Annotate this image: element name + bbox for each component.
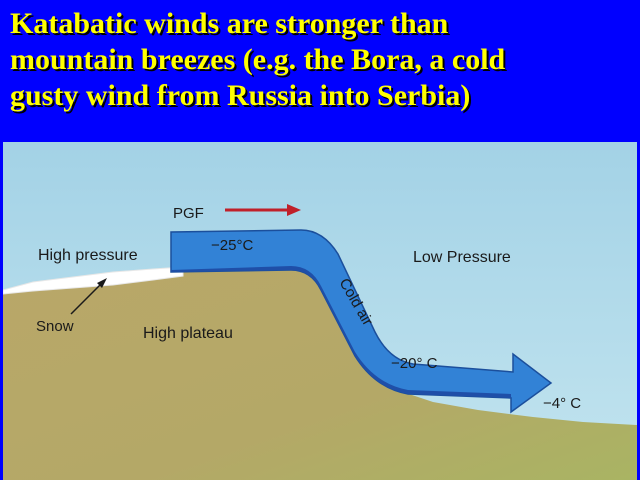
title-line-2: mountain breezes (e.g. the Bora, a cold	[10, 43, 506, 76]
temperature-bottom-label: −4° C	[543, 395, 581, 412]
cold-air-flow-arrow[interactable]	[170, 229, 553, 414]
slide-title: Katabatic winds are stronger than mounta…	[10, 6, 635, 114]
diagram-svg: PGF High pressure Low Pressure Snow High…	[3, 142, 637, 480]
snow-label: Snow	[36, 318, 74, 335]
title-line-3: gusty wind from Russia into Serbia)	[10, 79, 471, 112]
temperature-top-label: −25°C	[211, 237, 253, 254]
terrain-high-plateau	[3, 256, 637, 480]
pgf-arrow-icon	[225, 204, 301, 216]
low-pressure-label: Low Pressure	[413, 249, 511, 266]
temperature-middle-label: −20° C	[391, 355, 438, 372]
title-line-1: Katabatic winds are stronger than	[10, 7, 449, 40]
high-pressure-label: High pressure	[38, 247, 138, 264]
pgf-label: PGF	[173, 205, 204, 222]
snow-layer	[3, 266, 184, 295]
high-plateau-label: High plateau	[143, 325, 233, 342]
snow-pointer-arrow-icon	[70, 278, 107, 315]
katabatic-wind-diagram: PGF High pressure Low Pressure Snow High…	[3, 142, 637, 480]
